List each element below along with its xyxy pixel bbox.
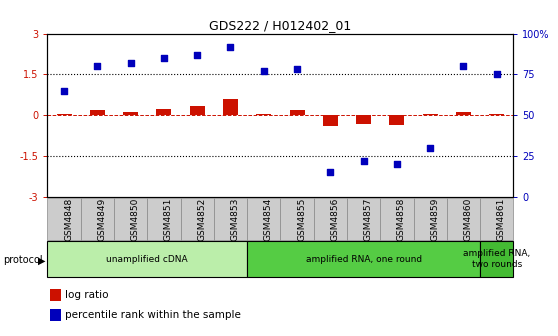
Text: log ratio: log ratio (65, 290, 109, 300)
Title: GDS222 / H012402_01: GDS222 / H012402_01 (209, 19, 352, 33)
Point (126, 60, 135, 66)
Bar (47, 241, 247, 277)
Point (193, 52, 201, 57)
Bar (422, 114, 437, 115)
Bar (90, 110, 105, 115)
Point (492, 72, 501, 77)
Bar (290, 110, 305, 115)
Text: GSM4859: GSM4859 (430, 198, 439, 241)
Point (259, 69, 268, 74)
Text: GSM4857: GSM4857 (364, 198, 373, 241)
Text: GSM4856: GSM4856 (330, 198, 339, 241)
Bar (114, 198, 147, 240)
Text: GSM4850: GSM4850 (131, 198, 140, 241)
Point (326, 169, 335, 175)
Bar (489, 114, 504, 115)
Bar (380, 198, 413, 240)
Bar (247, 198, 280, 240)
Point (392, 161, 401, 167)
Bar (223, 99, 238, 115)
Bar (447, 198, 480, 240)
Bar (256, 114, 271, 115)
Point (426, 145, 435, 151)
Bar (147, 198, 181, 240)
Bar (56, 114, 71, 115)
Point (359, 158, 368, 163)
Text: ▶: ▶ (38, 255, 45, 265)
Bar (214, 198, 247, 240)
Bar (190, 106, 205, 115)
Bar (156, 109, 171, 115)
Text: GSM4852: GSM4852 (197, 198, 206, 241)
Bar (47, 198, 81, 240)
Text: GSM4860: GSM4860 (464, 198, 473, 241)
Text: protocol: protocol (3, 255, 42, 265)
Text: amplified RNA, one round: amplified RNA, one round (306, 255, 422, 263)
Bar (181, 198, 214, 240)
Text: GSM4855: GSM4855 (297, 198, 306, 241)
Bar (314, 198, 347, 240)
Bar (323, 115, 338, 126)
Text: GSM4854: GSM4854 (264, 198, 273, 241)
Text: percentile rank within the sample: percentile rank within the sample (65, 310, 241, 320)
Bar (389, 115, 405, 125)
Text: GSM4858: GSM4858 (397, 198, 406, 241)
Bar (50, 308, 61, 321)
Bar (356, 115, 371, 124)
Text: GSM4851: GSM4851 (164, 198, 173, 241)
Text: GSM4853: GSM4853 (230, 198, 239, 241)
Point (459, 64, 468, 69)
Bar (123, 112, 138, 115)
Bar (81, 198, 114, 240)
Text: unamplified cDNA: unamplified cDNA (107, 255, 188, 263)
Bar (456, 112, 471, 115)
Bar (413, 198, 447, 240)
Bar (280, 198, 314, 240)
Point (292, 67, 301, 72)
Bar (50, 289, 61, 301)
Point (160, 55, 169, 61)
Point (93, 64, 102, 69)
Bar (480, 241, 513, 277)
Text: GSM4849: GSM4849 (97, 198, 107, 241)
Bar (247, 241, 480, 277)
Text: GSM4848: GSM4848 (64, 198, 73, 241)
Text: GSM4861: GSM4861 (497, 198, 506, 241)
Bar (347, 198, 380, 240)
Text: amplified RNA,
two rounds: amplified RNA, two rounds (463, 249, 530, 269)
Point (60, 88, 69, 93)
Point (226, 44, 235, 49)
Bar (480, 198, 513, 240)
